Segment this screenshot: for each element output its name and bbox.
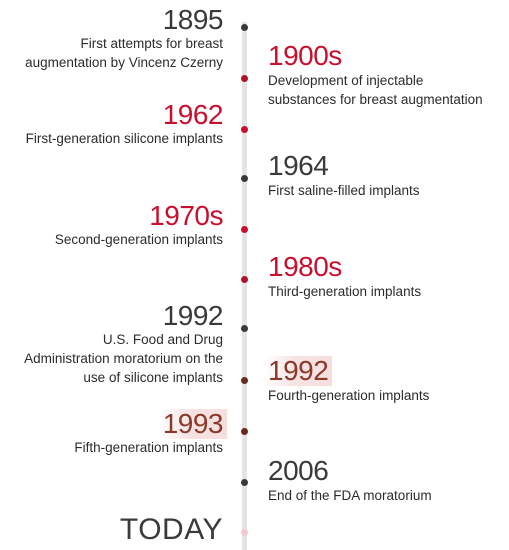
event-year-1964: 1964 bbox=[268, 150, 329, 181]
event-year-1980s: 1980s bbox=[268, 251, 342, 282]
event-desc-1964: First saline-filled implants bbox=[268, 183, 420, 198]
event-year-1970s: 1970s bbox=[149, 200, 223, 231]
timeline-axis bbox=[242, 22, 247, 550]
event-year-1900s: 1900s bbox=[268, 40, 342, 71]
event-desc-1992-moratorium: U.S. Food and Drug Administration morator… bbox=[24, 332, 223, 385]
event-desc-1962: First-generation silicone implants bbox=[25, 131, 223, 146]
timeline-dot bbox=[241, 276, 248, 283]
timeline-dot bbox=[241, 325, 248, 332]
event-year-1895: 1895 bbox=[162, 4, 224, 35]
today-label: TODAY bbox=[119, 513, 223, 546]
event-year-2006: 2006 bbox=[268, 455, 329, 486]
event-desc-1900s: Development of injectable substances for … bbox=[268, 73, 483, 107]
event-year-1992-moratorium: 1992 bbox=[162, 300, 224, 331]
timeline-dot bbox=[241, 126, 248, 133]
timeline-dot bbox=[241, 479, 248, 486]
event-desc-1970s: Second-generation implants bbox=[54, 232, 223, 247]
timeline-dot bbox=[241, 377, 248, 384]
event-year-1962: 1962 bbox=[162, 99, 224, 130]
timeline-dot bbox=[241, 428, 248, 435]
event-year-1993: 1993 bbox=[158, 409, 227, 439]
event-desc-2006: End of the FDA moratorium bbox=[268, 488, 432, 503]
timeline-dot-today bbox=[241, 529, 248, 536]
event-desc-1992-fourth-gen: Fourth-generation implants bbox=[268, 388, 430, 403]
event-desc-1895: First attempts for breast augmentation by… bbox=[25, 36, 223, 70]
event-desc-1980s: Third-generation implants bbox=[268, 284, 422, 299]
timeline-dot bbox=[241, 175, 248, 182]
timeline-dot bbox=[241, 226, 248, 233]
timeline-dot bbox=[241, 24, 248, 31]
event-year-1992-fourth-gen: 1992 bbox=[264, 356, 333, 386]
event-desc-1993: Fifth-generation implants bbox=[74, 440, 223, 455]
timeline-dot bbox=[241, 75, 248, 82]
